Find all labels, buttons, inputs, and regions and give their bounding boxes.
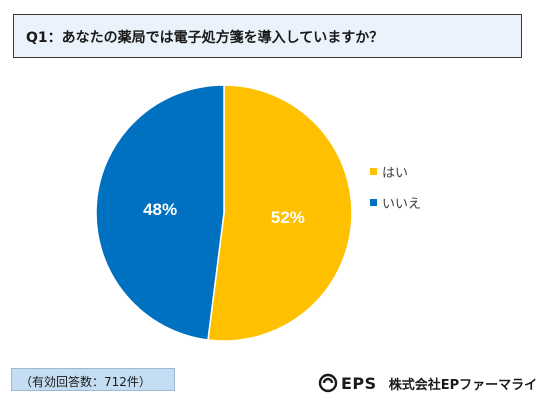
company-brand: EPS 株式会社EPファーマライン — [318, 373, 536, 393]
brand-mark: EPS — [341, 373, 377, 393]
brand-company-name: 株式会社EPファーマライン — [388, 377, 536, 393]
legend-swatch-yes — [370, 167, 377, 175]
legend-label-yes: はい — [382, 165, 409, 181]
question-box: Q1：あなたの薬局では電子処方箋を導入していますか？ — [13, 14, 522, 58]
legend-label-no: いいえ — [382, 196, 422, 212]
pie-slice-no — [95, 84, 225, 341]
response-count-note: （有効回答数：712件） — [11, 368, 175, 391]
legend-item-yes: はい — [370, 162, 421, 181]
eps-swirl-logo-icon — [318, 373, 338, 393]
legend-swatch-no — [370, 198, 377, 206]
pie-label-yes: 52% — [271, 208, 305, 227]
pie-slice-yes — [207, 84, 353, 342]
legend-item-no: いいえ — [370, 193, 422, 212]
question-title: Q1：あなたの薬局では電子処方箋を導入していますか？ — [26, 30, 384, 46]
response-count-text: （有効回答数：712件） — [20, 375, 151, 389]
chart-legend: はい いいえ — [370, 162, 421, 224]
pie-label-no: 48% — [143, 200, 177, 219]
